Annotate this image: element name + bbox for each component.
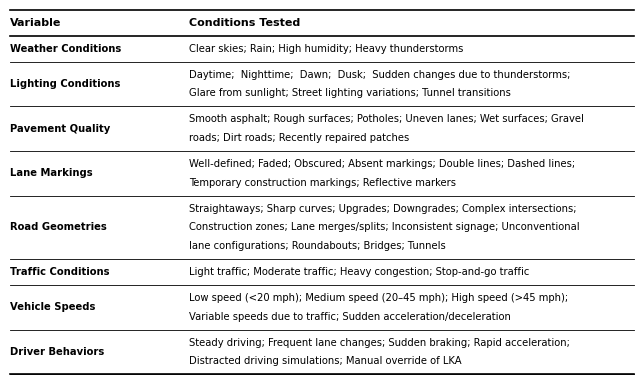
Text: Road Geometries: Road Geometries bbox=[10, 222, 107, 232]
Text: Low speed (<20 mph); Medium speed (20–45 mph); High speed (>45 mph);: Low speed (<20 mph); Medium speed (20–45… bbox=[189, 293, 568, 303]
Text: Pavement Quality: Pavement Quality bbox=[10, 124, 111, 134]
Text: Construction zones; Lane merges/splits; Inconsistent signage; Unconventional: Construction zones; Lane merges/splits; … bbox=[189, 222, 579, 232]
Text: Lighting Conditions: Lighting Conditions bbox=[10, 79, 120, 89]
Text: Steady driving; Frequent lane changes; Sudden braking; Rapid acceleration;: Steady driving; Frequent lane changes; S… bbox=[189, 338, 570, 348]
Text: Smooth asphalt; Rough surfaces; Potholes; Uneven lanes; Wet surfaces; Gravel: Smooth asphalt; Rough surfaces; Potholes… bbox=[189, 114, 584, 124]
Text: lane configurations; Roundabouts; Bridges; Tunnels: lane configurations; Roundabouts; Bridge… bbox=[189, 241, 445, 251]
Text: Traffic Conditions: Traffic Conditions bbox=[10, 267, 109, 277]
Text: Weather Conditions: Weather Conditions bbox=[10, 44, 122, 54]
Text: Daytime;  Nighttime;  Dawn;  Dusk;  Sudden changes due to thunderstorms;: Daytime; Nighttime; Dawn; Dusk; Sudden c… bbox=[189, 70, 570, 80]
Text: Variable speeds due to traffic; Sudden acceleration/deceleration: Variable speeds due to traffic; Sudden a… bbox=[189, 312, 511, 322]
Text: Temporary construction markings; Reflective markers: Temporary construction markings; Reflect… bbox=[189, 178, 456, 188]
Text: Driver Behaviors: Driver Behaviors bbox=[10, 347, 104, 357]
Text: Vehicle Speeds: Vehicle Speeds bbox=[10, 302, 95, 313]
Text: Distracted driving simulations; Manual override of LKA: Distracted driving simulations; Manual o… bbox=[189, 356, 461, 366]
Text: Conditions Tested: Conditions Tested bbox=[189, 18, 300, 28]
Text: Variable: Variable bbox=[10, 18, 61, 28]
Text: Well-defined; Faded; Obscured; Absent markings; Double lines; Dashed lines;: Well-defined; Faded; Obscured; Absent ma… bbox=[189, 159, 575, 169]
Text: Lane Markings: Lane Markings bbox=[10, 169, 93, 179]
Text: Clear skies; Rain; High humidity; Heavy thunderstorms: Clear skies; Rain; High humidity; Heavy … bbox=[189, 44, 463, 54]
Text: Light traffic; Moderate traffic; Heavy congestion; Stop-and-go traffic: Light traffic; Moderate traffic; Heavy c… bbox=[189, 267, 529, 277]
Text: roads; Dirt roads; Recently repaired patches: roads; Dirt roads; Recently repaired pat… bbox=[189, 133, 409, 143]
Text: Glare from sunlight; Street lighting variations; Tunnel transitions: Glare from sunlight; Street lighting var… bbox=[189, 88, 511, 98]
Text: Straightaways; Sharp curves; Upgrades; Downgrades; Complex intersections;: Straightaways; Sharp curves; Upgrades; D… bbox=[189, 204, 576, 214]
